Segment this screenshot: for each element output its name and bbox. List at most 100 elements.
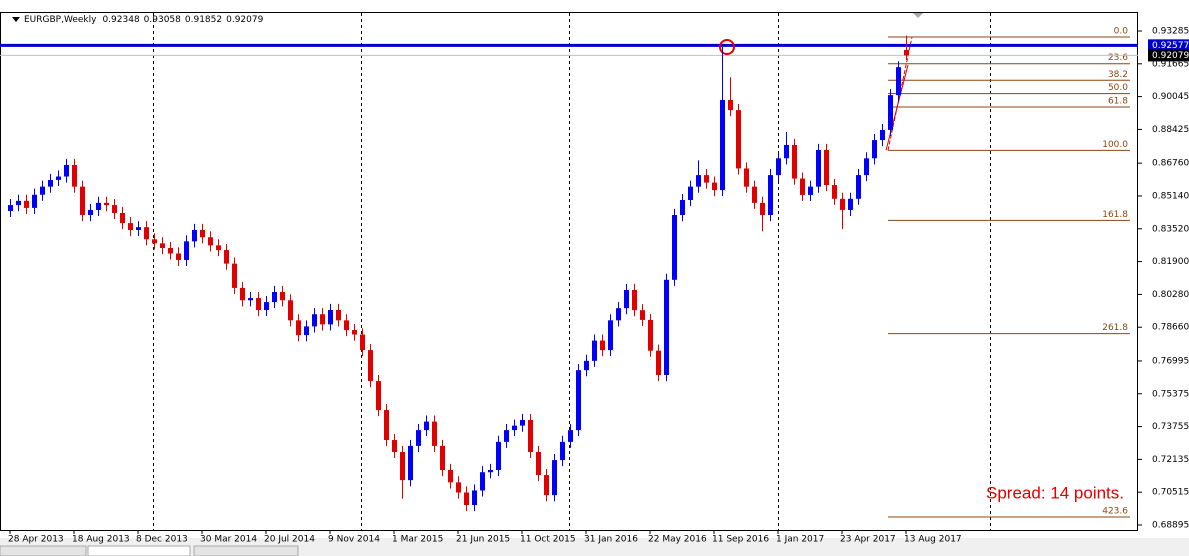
y-tick-label: 0.83520 bbox=[1152, 224, 1189, 234]
candle-body bbox=[840, 198, 845, 210]
y-tick-label: 0.76995 bbox=[1152, 356, 1189, 366]
candle-body bbox=[24, 200, 29, 208]
candle-body bbox=[200, 229, 205, 238]
candle-body bbox=[488, 470, 493, 473]
candle-body bbox=[544, 475, 549, 496]
x-tick-label: 18 Aug 2013 bbox=[72, 535, 130, 545]
hline-label: 0.92577 bbox=[1152, 41, 1189, 51]
candle-body bbox=[712, 182, 717, 191]
x-tick-label: 11 Sep 2016 bbox=[712, 535, 769, 545]
candle-body bbox=[48, 179, 53, 187]
fib-label: 50.0 bbox=[1108, 83, 1128, 93]
candle-body bbox=[224, 250, 229, 264]
candle-body bbox=[56, 176, 61, 180]
candle-body bbox=[672, 215, 677, 280]
candle-body bbox=[768, 175, 773, 216]
candle-body bbox=[496, 441, 501, 471]
fib-label: 0.0 bbox=[1114, 26, 1129, 36]
candle-body bbox=[552, 460, 557, 496]
candle-body bbox=[432, 421, 437, 446]
candle-body bbox=[872, 140, 877, 159]
candle-body bbox=[96, 202, 101, 210]
y-tick-label: 0.86760 bbox=[1152, 159, 1189, 169]
candle-body bbox=[104, 202, 109, 206]
candle-body bbox=[416, 430, 421, 446]
y-tick-label: 0.72135 bbox=[1152, 455, 1189, 465]
candle-body bbox=[536, 451, 541, 476]
candle-body bbox=[352, 330, 357, 335]
y-tick-label: 0.88425 bbox=[1152, 125, 1189, 135]
candle-body bbox=[760, 202, 765, 216]
x-tick-label: 9 Nov 2014 bbox=[328, 535, 380, 545]
candle-body bbox=[560, 441, 565, 461]
y-tick-label: 0.78660 bbox=[1152, 323, 1189, 333]
candle-body bbox=[136, 227, 141, 230]
period-separators bbox=[153, 13, 991, 530]
candle-body bbox=[208, 237, 213, 246]
last-low: 0.91852 bbox=[185, 15, 222, 25]
candle-body bbox=[664, 279, 669, 376]
x-tick-label: 23 Apr 2017 bbox=[840, 535, 896, 545]
candle-body bbox=[456, 482, 461, 493]
candle-body bbox=[680, 200, 685, 216]
candle-body bbox=[248, 298, 253, 301]
y-tick-label: 0.75375 bbox=[1152, 389, 1189, 399]
x-tick-label: 28 Apr 2013 bbox=[8, 535, 64, 545]
candle-body bbox=[8, 205, 13, 211]
bid-label: 0.92079 bbox=[1152, 51, 1189, 61]
candle-body bbox=[344, 320, 349, 331]
candle-body bbox=[152, 239, 157, 244]
hline-label-box bbox=[1148, 39, 1189, 52]
symbol: EURGBP,Weekly bbox=[24, 15, 97, 25]
x-tick-label: 21 Jun 2015 bbox=[456, 535, 510, 545]
candle-body bbox=[800, 178, 805, 195]
y-tick-label: 0.81900 bbox=[1152, 257, 1189, 267]
candle-body bbox=[640, 310, 645, 320]
candle-body bbox=[832, 185, 837, 199]
y-tick-label: 0.68895 bbox=[1152, 520, 1189, 530]
candle-body bbox=[112, 205, 117, 213]
candle-body bbox=[616, 308, 621, 321]
candle-body bbox=[64, 164, 69, 177]
candle-body bbox=[144, 227, 149, 240]
x-tick-label: 13 Aug 2017 bbox=[904, 535, 962, 545]
last-high: 0.93058 bbox=[144, 15, 181, 25]
tab[interactable] bbox=[193, 545, 299, 556]
candle-body bbox=[696, 175, 701, 187]
y-tick-label: 0.73755 bbox=[1152, 422, 1189, 432]
y-tick-label: 0.85140 bbox=[1152, 191, 1189, 201]
fib-label: 261.8 bbox=[1102, 323, 1128, 333]
trend-line bbox=[885, 65, 909, 151]
candle-body bbox=[384, 410, 389, 441]
x-tick-label: 11 Oct 2015 bbox=[520, 535, 576, 545]
candle-body bbox=[624, 289, 629, 309]
fib-label: 38.2 bbox=[1108, 70, 1128, 80]
candle-body bbox=[720, 99, 725, 191]
candle-body bbox=[264, 302, 269, 310]
y-tick-label: 0.70515 bbox=[1152, 488, 1189, 498]
candle-body bbox=[240, 287, 245, 301]
candle-body bbox=[784, 144, 789, 159]
fib-label: 161.8 bbox=[1102, 210, 1128, 220]
candle-body bbox=[728, 99, 733, 111]
candle-body bbox=[824, 149, 829, 186]
shift-marker bbox=[913, 13, 923, 18]
highlight-circle bbox=[719, 39, 735, 55]
tab[interactable] bbox=[0, 545, 87, 556]
candle-body bbox=[88, 209, 93, 216]
candle-body bbox=[168, 248, 173, 254]
candle-body bbox=[232, 263, 237, 288]
candle-body bbox=[512, 425, 517, 431]
candle-body bbox=[584, 360, 589, 371]
candle-body bbox=[808, 186, 813, 195]
x-tick-label: 1 Mar 2015 bbox=[392, 535, 443, 545]
candle-body bbox=[440, 445, 445, 471]
candle-body bbox=[216, 245, 221, 251]
fib-label: 423.6 bbox=[1102, 507, 1128, 517]
candle-body bbox=[120, 212, 125, 224]
plot-frame bbox=[0, 12, 1138, 531]
candle-body bbox=[360, 334, 365, 351]
tab[interactable] bbox=[87, 545, 191, 556]
candle-body bbox=[864, 158, 869, 176]
